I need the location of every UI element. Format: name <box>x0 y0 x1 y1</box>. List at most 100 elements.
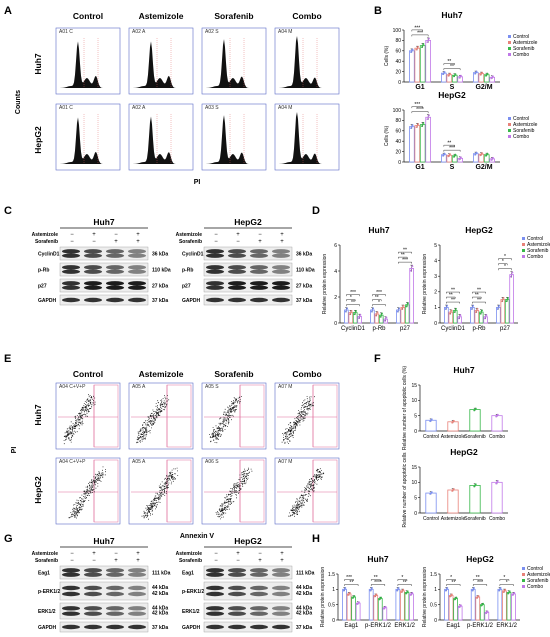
blot-band <box>106 249 124 254</box>
y-axis-label: Relative protein expression <box>320 567 326 628</box>
panel-e-xlabel: Annexin V <box>180 533 215 540</box>
data-point <box>409 269 412 272</box>
x-tick-label: G2/M <box>475 84 492 91</box>
blot-sign: − <box>70 558 74 564</box>
significance-bracket <box>346 294 360 297</box>
x-tick-label: p27 <box>500 326 511 332</box>
significance-label: * <box>401 575 403 581</box>
data-point <box>354 311 357 314</box>
blot-kda-label: 27 kDa <box>152 284 168 290</box>
data-point <box>449 72 451 75</box>
x-tick-label: Combo <box>489 516 505 522</box>
blot-band <box>84 249 102 254</box>
blot-band <box>128 265 146 270</box>
blot-strip <box>59 262 149 277</box>
data-point <box>398 307 401 310</box>
dotplot-gate-label: A07 M <box>278 459 292 465</box>
bar <box>368 588 374 621</box>
blot-band <box>62 281 80 286</box>
blot-kda-label: 37 kDa <box>152 625 168 631</box>
blot-protein-label: Eag1 <box>38 571 50 577</box>
blot-kda-label: 37 kDa <box>296 298 312 304</box>
x-tick-label: Control <box>423 434 439 440</box>
legend-swatch <box>522 243 525 246</box>
data-point <box>350 310 353 312</box>
blot-kda-label: 37 kDa <box>152 298 168 304</box>
data-point <box>504 588 507 591</box>
blot-band <box>272 269 290 274</box>
data-point <box>411 591 414 594</box>
blot-protein-label: p27 <box>38 284 47 290</box>
blot-band <box>272 568 290 573</box>
data-point <box>460 74 462 77</box>
y-tick-label: 15 <box>411 465 417 471</box>
y-tick-label: 100 <box>393 28 402 34</box>
significance-label: ** <box>477 297 481 303</box>
blot-protein-label: p-ERK1/2 <box>38 589 60 595</box>
data-point <box>508 590 511 593</box>
blot-strip <box>59 278 149 293</box>
data-point <box>384 605 387 608</box>
blot-band <box>228 269 246 274</box>
blot-treatment-label: Astemizole <box>176 232 203 238</box>
chart-title: Huh7 <box>453 365 475 375</box>
significance-bracket <box>472 301 486 304</box>
blot-strip <box>59 621 149 633</box>
blot-band <box>250 591 268 597</box>
data-point <box>505 300 508 303</box>
blot-sign: − <box>214 232 218 238</box>
significance-bracket <box>344 584 359 586</box>
data-point <box>513 591 516 594</box>
blot-band <box>62 611 80 616</box>
data-point <box>371 309 374 311</box>
blot-protein-label: CyclinD1 <box>38 252 60 258</box>
significance-label: * <box>350 295 352 301</box>
significance-bracket <box>472 584 488 586</box>
data-point <box>406 590 409 593</box>
data-point <box>480 311 483 313</box>
bar <box>469 409 481 432</box>
blot-band <box>206 297 224 303</box>
data-point <box>481 309 483 312</box>
legend-entry: Control <box>527 566 543 572</box>
blot-band <box>228 265 246 270</box>
significance-label: **** <box>374 580 382 586</box>
bar <box>419 124 426 163</box>
significance-bracket <box>472 579 483 581</box>
dotplot-box <box>55 382 121 450</box>
blot-sign: − <box>214 239 218 245</box>
y-tick-label: 10 <box>411 480 417 486</box>
panel-a-cell-cycle-histograms: Control Astemizole Sorafenib Combo Huh7 … <box>15 11 340 186</box>
blot-band <box>84 585 102 591</box>
blot-band <box>84 624 102 630</box>
bar <box>447 489 459 514</box>
bar-chart: HepG2 0 1 2 3 4 5 Relative protein expression Cy… <box>422 225 518 332</box>
blot-band <box>84 572 102 577</box>
data-point <box>473 587 475 589</box>
blot-sign: − <box>258 232 262 238</box>
data-point <box>359 313 362 316</box>
histogram-gate-label: A02 A <box>132 105 146 111</box>
panel-e-row-huh7: Huh7 <box>33 404 43 426</box>
bar <box>404 592 410 621</box>
data-point <box>372 307 375 310</box>
blot-band <box>250 297 268 303</box>
bar <box>453 598 458 621</box>
blot-band <box>228 606 246 611</box>
bar <box>425 492 437 514</box>
blot-kda-label: 42 kDa <box>152 611 168 617</box>
data-point <box>430 491 433 494</box>
blot-band <box>250 568 268 573</box>
blot-sign: + <box>280 232 284 238</box>
data-point <box>510 273 513 276</box>
bar <box>409 267 414 324</box>
legend-swatch <box>508 53 511 56</box>
data-point <box>474 407 477 410</box>
data-point <box>343 588 346 591</box>
data-point <box>383 319 386 322</box>
blot-treatment-label: Astemizole <box>32 551 59 557</box>
blot-strip <box>59 565 149 580</box>
blot-sign: + <box>114 239 118 245</box>
blot-kda-label: 111 kDa <box>152 571 171 577</box>
